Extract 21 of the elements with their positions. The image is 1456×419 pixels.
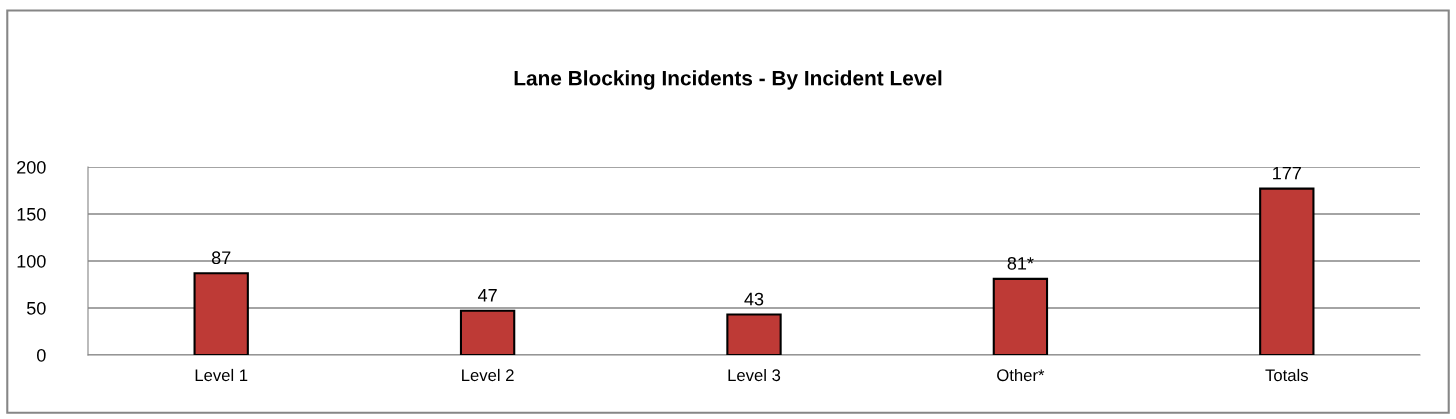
data-label: 87 (211, 251, 231, 265)
data-label: 81* (1007, 256, 1034, 270)
x-tick-label: Level 1 (195, 368, 248, 382)
data-label: 177 (1273, 166, 1301, 180)
bar (193, 272, 249, 355)
y-tick-label: 150 (17, 207, 46, 221)
x-tick-label: Totals (1265, 368, 1308, 382)
bar (1259, 187, 1315, 355)
data-label: 43 (744, 292, 764, 306)
x-tick-label: Level 3 (728, 368, 781, 382)
bar (992, 277, 1049, 355)
bar (726, 313, 782, 355)
x-tick-label: Other* (997, 368, 1045, 382)
y-tick-label: 0 (37, 348, 46, 362)
chart-title: Lane Blocking Incidents - By Incident Level (514, 70, 942, 90)
bar (459, 309, 516, 355)
y-tick-label: 50 (26, 301, 46, 315)
y-tick-label: 100 (17, 254, 46, 268)
data-label: 47 (477, 289, 497, 302)
y-tick-label: 200 (17, 160, 46, 174)
x-tick-label: Level 2 (462, 368, 514, 382)
